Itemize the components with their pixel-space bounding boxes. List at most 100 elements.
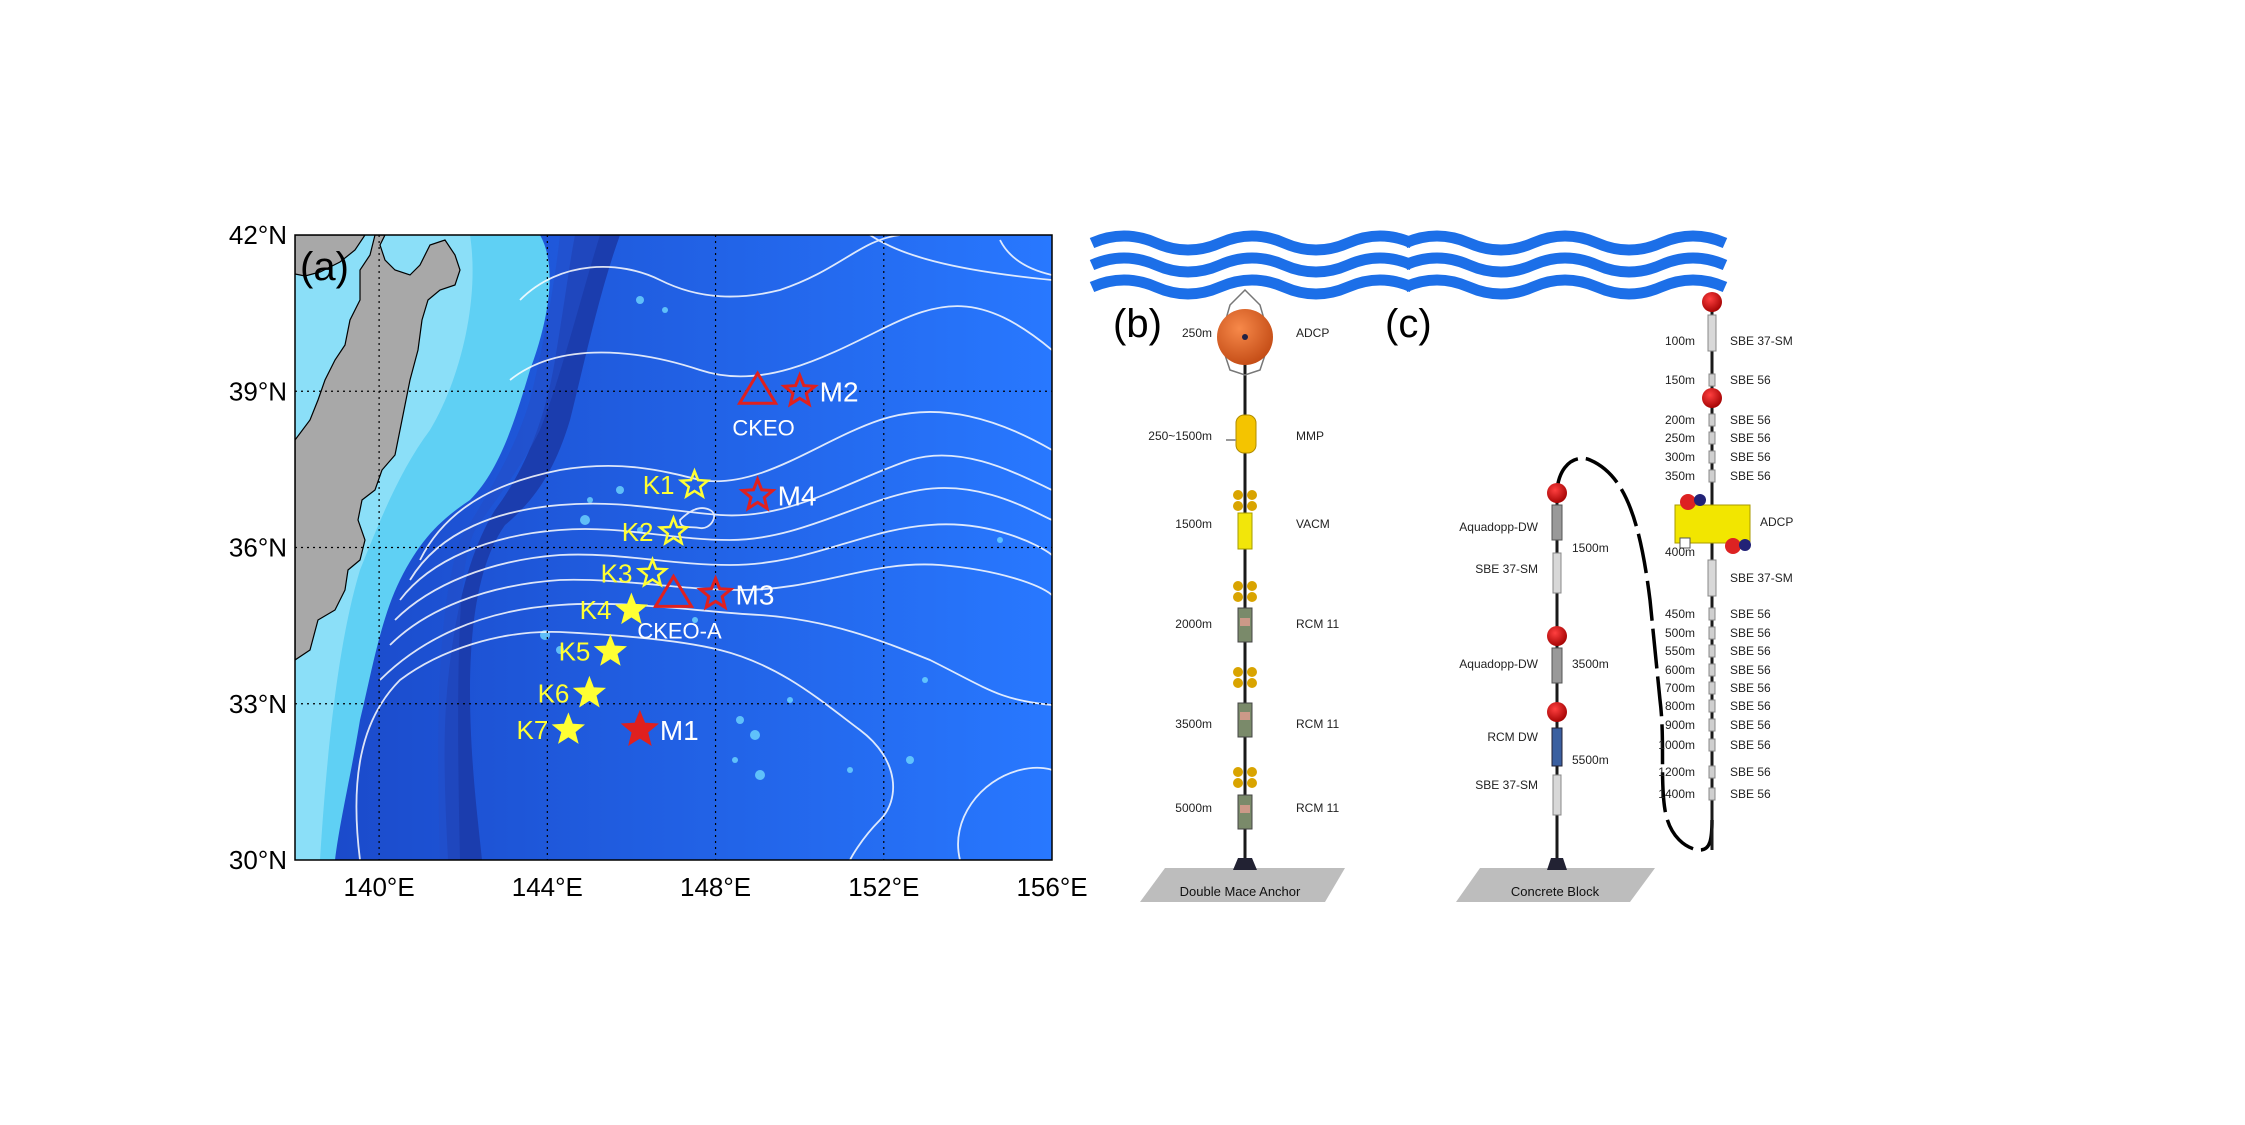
- k-site-label: K1: [643, 470, 675, 500]
- mooring-c-left-instrument: Aquadopp-DW: [1459, 657, 1538, 671]
- mooring-c-right-instrument: SBE 56: [1730, 765, 1771, 779]
- mooring-c-right-instrument: SBE 37-SM: [1730, 334, 1793, 348]
- sbe56-marker: [1708, 681, 1716, 695]
- sbe56-marker: [1708, 738, 1716, 752]
- mooring-b: (b): [1113, 288, 1345, 902]
- mooring-b-depth: 250~1500m: [1148, 429, 1212, 443]
- float-c-4: [1702, 388, 1722, 408]
- mooring-c-right-instrument: SBE 56: [1730, 663, 1771, 677]
- mooring-c-left-depth: 5500m: [1572, 753, 1609, 767]
- mooring-c-right-instrument: ADCP: [1760, 515, 1793, 529]
- mooring-b-depth: 2000m: [1175, 617, 1212, 631]
- mooring-c-right-depth: 550m: [1665, 644, 1695, 658]
- mooring-c-left-instrument: SBE 37-SM: [1475, 562, 1538, 576]
- mooring-c-right-depth: 150m: [1665, 373, 1695, 387]
- sbe56-marker: [1708, 787, 1716, 801]
- panel-c-label: (c): [1385, 302, 1432, 346]
- lat-tick-label: 39°N: [229, 376, 287, 406]
- aquadopp-1: [1551, 504, 1563, 541]
- mooring-c-right-depth: 200m: [1665, 413, 1695, 427]
- lon-tick-label: 144°E: [512, 872, 583, 902]
- k-site-marker: [572, 675, 607, 708]
- m-site-marker: [696, 574, 735, 611]
- mooring-c-right-instrument: SBE 56: [1730, 644, 1771, 658]
- japan-land: [295, 235, 461, 661]
- panel-b-label: (b): [1113, 302, 1162, 346]
- buoy-label: CKEO: [732, 415, 794, 440]
- k-site-label: K2: [622, 517, 654, 547]
- float-c-2: [1547, 626, 1567, 646]
- mooring-c-right-depth: 250m: [1665, 431, 1695, 445]
- k-site-marker: [635, 556, 670, 588]
- mooring-c-right-depth: 800m: [1665, 699, 1695, 713]
- mooring-c-right-depth: 500m: [1665, 626, 1695, 640]
- hokkaido-land: [295, 235, 366, 277]
- mooring-c-left-instrument: RCM DW: [1487, 730, 1538, 744]
- seafloor-c: [1456, 868, 1655, 902]
- float-c-3: [1547, 702, 1567, 722]
- sbe56-marker: [1708, 373, 1716, 387]
- anchor-b-icon: [1233, 858, 1257, 870]
- mooring-b-depth: 5000m: [1175, 801, 1212, 815]
- k-site-marker: [614, 592, 649, 625]
- mooring-c-left-instrument: Aquadopp-DW: [1459, 520, 1538, 534]
- rcm11-2000m: [1233, 581, 1257, 643]
- anchor-c-icon: [1547, 858, 1567, 870]
- m-site-marker: [780, 371, 819, 408]
- mooring-c-right-depth: 700m: [1665, 681, 1695, 695]
- mooring-c-right-instrument: SBE 56: [1730, 373, 1771, 387]
- map-tick-labels: 140°E 144°E 148°E 152°E 156°E 42°N 39°N 36°N 33°…: [229, 220, 1088, 902]
- lon-tick-label: 148°E: [680, 872, 751, 902]
- mooring-c-left-depth: 1500m: [1572, 541, 1609, 555]
- m-site-label: M4: [778, 480, 817, 511]
- buoy-label: CKEO-A: [637, 618, 722, 643]
- mooring-c-right-instrument: SBE 56: [1730, 681, 1771, 695]
- rcm11-3500m: [1233, 667, 1257, 738]
- m-site-label: M3: [736, 579, 775, 610]
- mooring-c-right-instrument: SBE 56: [1730, 469, 1771, 483]
- sbe37-left-1: [1552, 552, 1562, 594]
- buoy-triangle-marker: [652, 573, 695, 608]
- sbe56-marker: [1708, 450, 1716, 464]
- lon-tick-label: 152°E: [848, 872, 919, 902]
- mooring-b-instrument: ADCP: [1296, 326, 1329, 340]
- float-c-top: [1702, 292, 1722, 312]
- lon-tick-label: 156°E: [1016, 872, 1087, 902]
- mooring-c-right-instrument: SBE 56: [1730, 607, 1771, 621]
- mooring-c-right-instrument: SBE 56: [1730, 626, 1771, 640]
- seafloor-b: [1140, 868, 1345, 902]
- sbe56-loggers: [1708, 373, 1716, 801]
- sbe56-marker: [1708, 644, 1716, 658]
- mooring-b-instrument: MMP: [1296, 429, 1324, 443]
- k-site-marker: [593, 634, 628, 666]
- map-sites: K1 K2 K3 K4 K5 K6 K7 M1 M2 M3 M4 CKEO CKEO-A: [517, 370, 859, 746]
- sbe56-marker: [1708, 413, 1716, 427]
- bathymetry-map: 140°E 144°E 148°E 152°E 156°E 42°N 39°N 36°N 33°…: [229, 220, 1088, 902]
- m-site-marker: [620, 709, 659, 746]
- japan-trench: [444, 235, 620, 860]
- seamounts: [540, 296, 1003, 780]
- m-site-marker: [738, 475, 777, 512]
- lat-tick-label: 33°N: [229, 689, 287, 719]
- mooring-b-instrument: VACM: [1296, 517, 1330, 531]
- m-site-label: M2: [820, 376, 859, 407]
- k-site-label: K3: [601, 559, 633, 589]
- mooring-c-right-instrument: SBE 56: [1730, 413, 1771, 427]
- mooring-c-right-instrument: SBE 56: [1730, 738, 1771, 752]
- k-site-label: K5: [559, 637, 591, 667]
- ssh-contours: [355, 235, 1052, 860]
- mooring-b-instrument: RCM 11: [1296, 717, 1339, 731]
- rcm-dw: [1551, 727, 1563, 767]
- lon-tick-label: 140°E: [344, 872, 415, 902]
- sbe56-marker: [1708, 699, 1716, 713]
- buoy-triangle-marker: [736, 370, 779, 405]
- adcp-c: [1674, 494, 1751, 554]
- sea-surface-waves: [1089, 230, 1728, 300]
- aquadopp-2: [1551, 647, 1563, 684]
- sbe56-marker: [1708, 469, 1716, 483]
- sbe37-right-2: [1707, 559, 1717, 597]
- trench-slope: [438, 235, 600, 860]
- map-grid: [295, 235, 1052, 860]
- float-c-1: [1547, 483, 1567, 503]
